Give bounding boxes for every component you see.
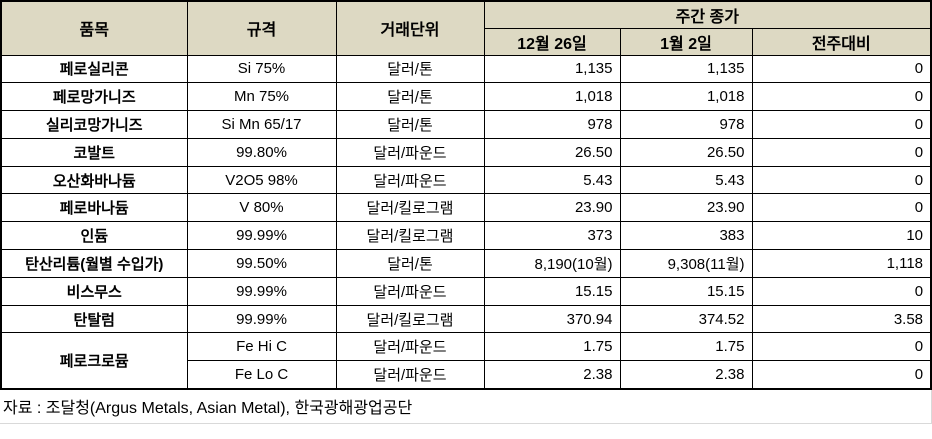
column-header-unit: 거래단위	[335, 0, 485, 56]
price-jan2-cell: 1,135	[619, 54, 753, 84]
wow-diff-cell: 0	[751, 193, 932, 223]
table-row-tantalum: 탄탈럼 99.99% 달러/킬로그램 370.94 374.52 3.58	[0, 304, 932, 334]
spec-cell: 99.80%	[186, 137, 337, 167]
unit-cell: 달러/파운드	[335, 360, 485, 390]
price-jan2-cell: 2.38	[619, 360, 753, 390]
spec-cell: Si Mn 65/17	[186, 110, 337, 139]
spec-cell: 99.99%	[186, 304, 337, 334]
wow-diff-cell: 10	[751, 221, 932, 251]
table-row-ferrochromium-hi: 페로크로뮴 Fe Hi C 달러/파운드 1.75 1.75 0	[0, 332, 932, 390]
item-cell: 비스무스	[0, 276, 188, 306]
wow-diff-cell: 0	[751, 137, 932, 167]
unit-cell: 달러/톤	[335, 249, 485, 278]
price-dec26-cell: 978	[483, 110, 621, 139]
wow-diff-cell: 3.58	[751, 304, 932, 334]
table-row-ferromanganese: 페로망가니즈 Mn 75% 달러/톤 1,018 1,018 0	[0, 82, 932, 112]
spec-cell: Si 75%	[186, 54, 337, 84]
item-cell: 페로실리콘	[0, 54, 188, 84]
table-row-bismuth: 비스무스 99.99% 달러/파운드 15.15 15.15 0	[0, 276, 932, 306]
price-dec26-cell: 373	[483, 221, 621, 251]
table-row-vanadium-pentoxide: 오산화바나듐 V2O5 98% 달러/파운드 5.43 5.43 0	[0, 165, 932, 195]
column-header-item: 품목	[0, 0, 188, 56]
price-dec26-cell: 1,135	[483, 54, 621, 84]
table-row-lithium-carbonate: 탄산리튬(월별 수입가) 99.50% 달러/톤 8,190(10월) 9,30…	[0, 249, 932, 278]
item-cell: 탄탈럼	[0, 304, 188, 334]
price-dec26-cell: 1,018	[483, 82, 621, 112]
column-header-jan2: 1월 2일	[619, 27, 753, 56]
item-cell: 코발트	[0, 137, 188, 167]
column-header-dec26: 12월 26일	[483, 27, 621, 56]
wow-diff-cell: 0	[751, 110, 932, 139]
wow-diff-cell: 0	[751, 332, 932, 362]
unit-cell: 달러/킬로그램	[335, 304, 485, 334]
unit-cell: 달러/파운드	[335, 137, 485, 167]
price-dec26-cell: 370.94	[483, 304, 621, 334]
price-jan2-cell: 383	[619, 221, 753, 251]
unit-cell: 달러/킬로그램	[335, 221, 485, 251]
price-dec26-cell: 2.38	[483, 360, 621, 390]
source-note: 자료 : 조달청(Argus Metals, Asian Metal), 한국광…	[0, 389, 932, 424]
spec-cell: V 80%	[186, 193, 337, 223]
spec-cell: V2O5 98%	[186, 165, 337, 195]
price-dec26-cell: 15.15	[483, 276, 621, 306]
unit-cell: 달러/킬로그램	[335, 193, 485, 223]
table-row-cobalt: 코발트 99.80% 달러/파운드 26.50 26.50 0	[0, 137, 932, 167]
price-jan2-cell: 1.75	[619, 332, 753, 362]
header-row-dates: 12월 26일 1월 2일 전주대비	[1, 27, 932, 56]
price-jan2-cell: 26.50	[619, 137, 753, 167]
price-jan2-cell: 5.43	[619, 165, 753, 195]
price-jan2-cell: 23.90	[619, 193, 753, 223]
unit-cell: 달러/파운드	[335, 276, 485, 306]
spec-cell: Mn 75%	[186, 82, 337, 112]
item-cell: 페로망가니즈	[0, 82, 188, 112]
item-cell: 인듐	[0, 221, 188, 251]
unit-cell: 달러/톤	[335, 54, 485, 84]
price-jan2-cell: 9,308(11월)	[619, 249, 753, 278]
item-cell: 오산화바나듐	[0, 165, 188, 195]
spec-cell: 99.50%	[186, 249, 337, 278]
unit-cell: 달러/톤	[335, 82, 485, 112]
wow-diff-cell: 0	[751, 360, 932, 390]
price-dec26-cell: 5.43	[483, 165, 621, 195]
table-row-ferrosilicon: 페로실리콘 Si 75% 달러/톤 1,135 1,135 0	[0, 54, 932, 84]
column-header-spec: 규격	[186, 0, 337, 56]
price-jan2-cell: 374.52	[619, 304, 753, 334]
unit-cell: 달러/톤	[335, 110, 485, 139]
table-row-ferrochromium-lo: Fe Lo C 달러/파운드 2.38 2.38 0	[1, 360, 932, 390]
column-header-wow: 전주대비	[751, 27, 932, 56]
price-dec26-cell: 8,190(10월)	[483, 249, 621, 278]
price-jan2-cell: 15.15	[619, 276, 753, 306]
column-header-weekly-close: 주간 종가	[483, 0, 932, 29]
wow-diff-cell: 0	[751, 82, 932, 112]
spec-cell: Fe Hi C	[186, 332, 337, 362]
spec-cell: 99.99%	[186, 221, 337, 251]
weekly-metal-price-table: 품목 규격 거래단위 주간 종가 12월 26일 1월 2일 전주대비 페로실리…	[0, 0, 932, 390]
unit-cell: 달러/파운드	[335, 165, 485, 195]
item-cell-merged: 페로크로뮴	[0, 332, 188, 390]
price-dec26-cell: 26.50	[483, 137, 621, 167]
item-cell: 탄산리튬(월별 수입가)	[0, 249, 188, 278]
wow-diff-cell: 0	[751, 54, 932, 84]
table-row-ferrovanadium: 페로바나듐 V 80% 달러/킬로그램 23.90 23.90 0	[0, 193, 932, 223]
item-cell: 실리코망가니즈	[0, 110, 188, 139]
unit-cell: 달러/파운드	[335, 332, 485, 362]
wow-diff-cell: 0	[751, 276, 932, 306]
table-row-silicomanganese: 실리코망가니즈 Si Mn 65/17 달러/톤 978 978 0	[0, 110, 932, 139]
item-cell: 페로바나듐	[0, 193, 188, 223]
price-jan2-cell: 978	[619, 110, 753, 139]
wow-diff-cell: 0	[751, 165, 932, 195]
price-dec26-cell: 23.90	[483, 193, 621, 223]
spec-cell: Fe Lo C	[186, 360, 337, 390]
price-jan2-cell: 1,018	[619, 82, 753, 112]
spec-cell: 99.99%	[186, 276, 337, 306]
wow-diff-cell: 1,118	[751, 249, 932, 278]
price-dec26-cell: 1.75	[483, 332, 621, 362]
table-row-indium: 인듐 99.99% 달러/킬로그램 373 383 10	[0, 221, 932, 251]
header-row-group: 품목 규격 거래단위 주간 종가	[0, 0, 932, 56]
